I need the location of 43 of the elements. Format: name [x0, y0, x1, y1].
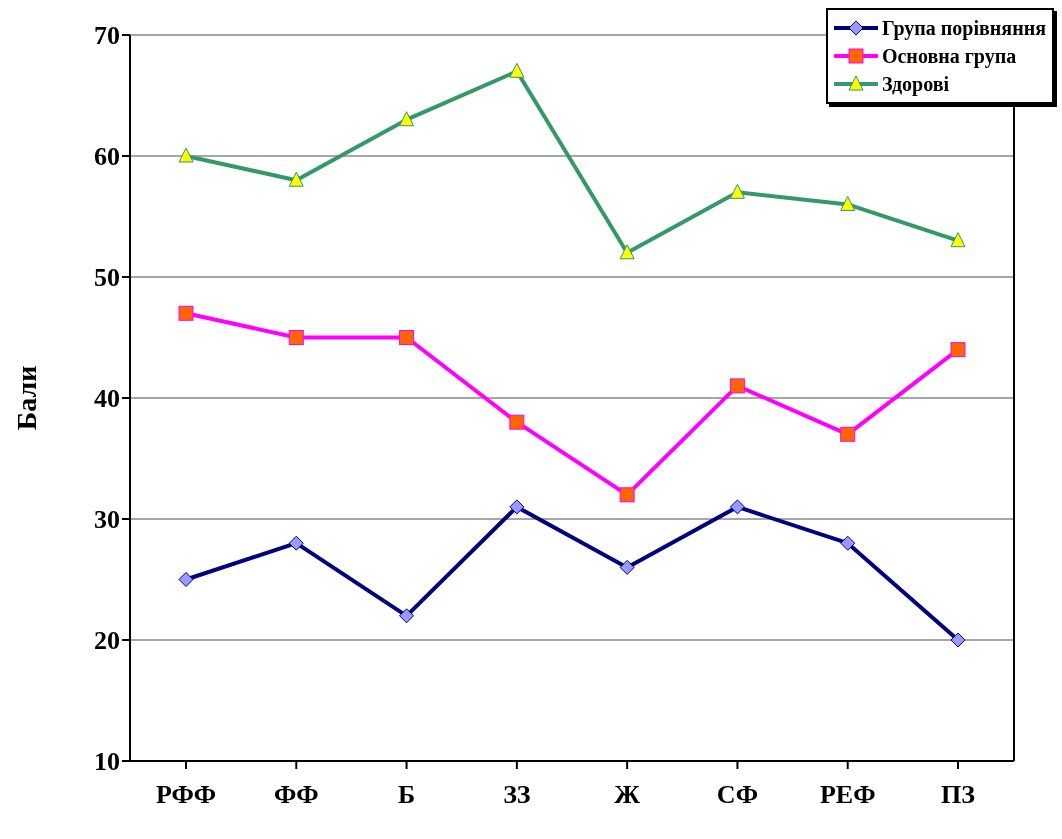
x-tick-label: ФФ [273, 780, 319, 810]
point [288, 171, 304, 187]
y-tick-label: 40 [94, 384, 120, 414]
x-tick-label: ЗЗ [503, 780, 531, 810]
point [178, 147, 194, 163]
point [840, 426, 856, 442]
x-tick-label: РЕФ [819, 780, 876, 810]
point [729, 183, 745, 199]
point [399, 111, 415, 127]
point [288, 535, 304, 551]
point [840, 535, 856, 551]
legend-label: Здорові [881, 72, 950, 98]
legend-label: Основна група [881, 44, 1017, 70]
point [950, 632, 966, 648]
x-tick-label: Б [397, 780, 416, 810]
point [399, 330, 415, 345]
point [950, 232, 966, 248]
point [509, 62, 525, 78]
point [288, 330, 304, 345]
point [509, 499, 525, 515]
y-tick-label: 10 [94, 747, 120, 777]
point [840, 195, 856, 211]
y-axis-title: Бали [10, 365, 42, 431]
point [178, 572, 194, 587]
y-tick-label: 50 [94, 263, 120, 293]
point [619, 487, 635, 503]
point [729, 499, 745, 515]
x-tick-label: Ж [614, 780, 641, 810]
legend-label: Група порівняння [881, 16, 1046, 42]
x-tick-label: СФ [716, 780, 758, 810]
x-tick-label: РФФ [155, 780, 217, 810]
point [509, 414, 525, 430]
y-tick-label: 20 [94, 626, 120, 656]
y-tick-label: 30 [94, 505, 120, 535]
point [619, 244, 635, 260]
point [399, 608, 415, 624]
point [950, 342, 966, 358]
y-tick-label: 60 [94, 142, 120, 172]
point [178, 305, 194, 321]
point [619, 559, 635, 575]
y-tick-label: 70 [94, 21, 120, 51]
x-tick-label: ПЗ [941, 780, 976, 810]
point [729, 378, 745, 394]
